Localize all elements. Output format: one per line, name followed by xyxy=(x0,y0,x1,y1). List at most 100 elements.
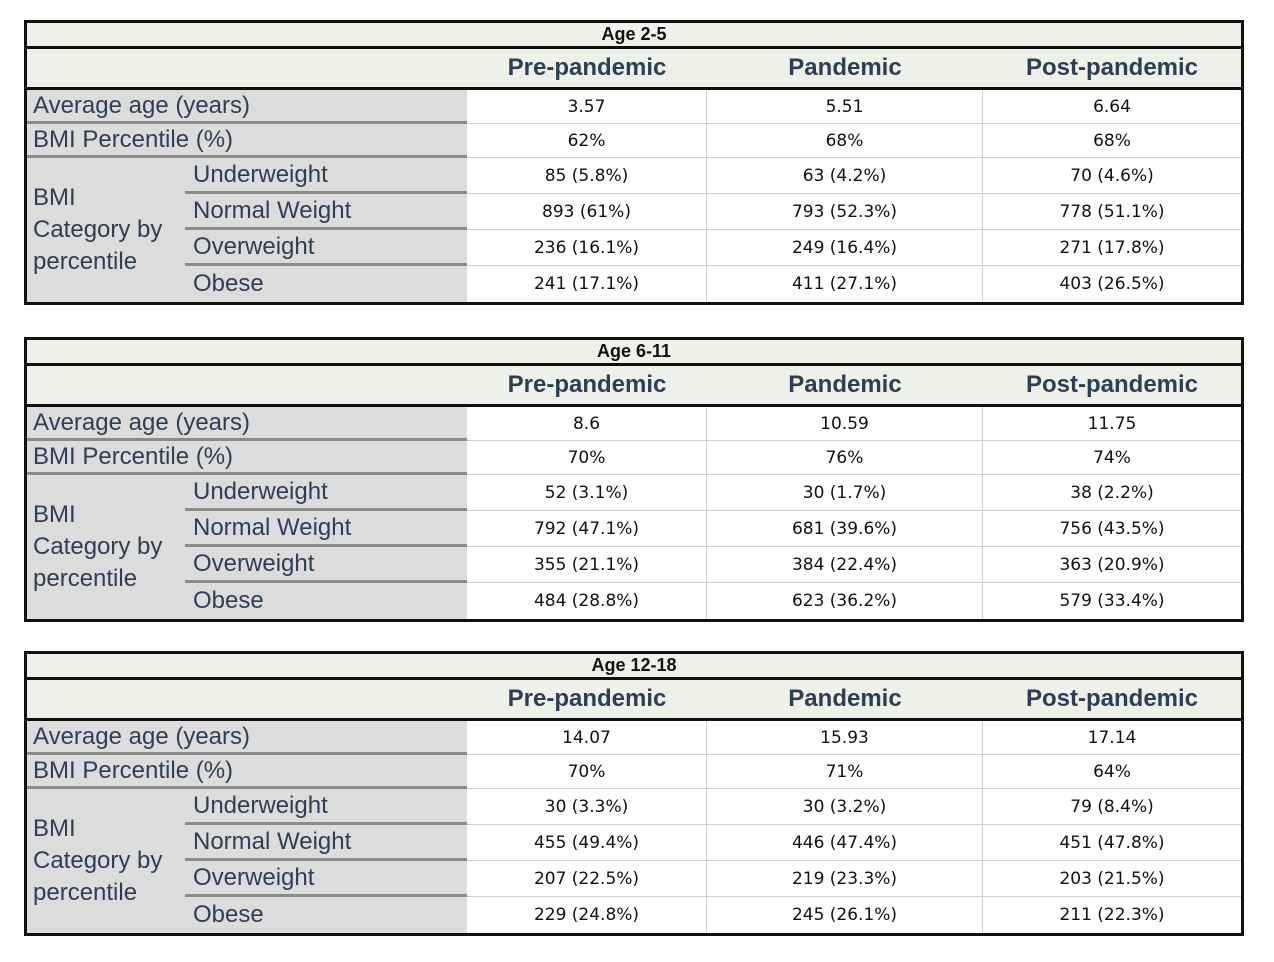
column-header-pre-pandemic: Pre-pandemic xyxy=(507,685,667,712)
bmi-category-rows: Underweight 52 (3.1%) 30 (1.7%) 38 (2.2%… xyxy=(185,475,1241,619)
bmi-category-label-line: BMI xyxy=(33,184,76,211)
bmi-category-label-line: percentile xyxy=(33,565,138,592)
cell: 778 (51.1%) xyxy=(983,194,1241,230)
row-label-overweight: Overweight xyxy=(185,547,467,583)
bmi-category-label-line: Category by xyxy=(33,533,163,560)
row-overweight: Overweight 355 (21.1%) 384 (22.4%) 363 (… xyxy=(185,547,1241,583)
row-label-average-age: Average age (years) xyxy=(27,721,467,755)
cell: 355 (21.1%) xyxy=(467,547,707,583)
cell: 76% xyxy=(707,441,983,475)
row-average-age: Average age (years) 8.6 10.59 11.75 xyxy=(27,407,1241,441)
cell: 384 (22.4%) xyxy=(707,547,983,583)
row-label-overweight: Overweight xyxy=(185,230,467,266)
cell: 68% xyxy=(707,124,983,158)
cell: 14.07 xyxy=(467,721,707,755)
bmi-category-block: BMI Category by percentile Underweight 3… xyxy=(27,789,1241,933)
cell: 623 (36.2%) xyxy=(707,583,983,619)
cell: 70% xyxy=(467,441,707,475)
column-header-pre-pandemic: Pre-pandemic xyxy=(507,54,667,81)
bmi-category-rows: Underweight 30 (3.3%) 30 (3.2%) 79 (8.4%… xyxy=(185,789,1241,933)
bmi-category-label-line: Category by xyxy=(33,216,163,243)
row-underweight: Underweight 30 (3.3%) 30 (3.2%) 79 (8.4%… xyxy=(185,789,1241,825)
row-label-normal-weight: Normal Weight xyxy=(185,825,467,861)
column-header-pandemic: Pandemic xyxy=(788,54,902,81)
bmi-category-label-line: percentile xyxy=(33,248,138,275)
row-label-obese: Obese xyxy=(185,266,467,302)
row-label-underweight: Underweight xyxy=(185,475,467,511)
row-obese: Obese 229 (24.8%) 245 (26.1%) 211 (22.3%… xyxy=(185,897,1241,933)
cell: 70% xyxy=(467,755,707,789)
cell: 38 (2.2%) xyxy=(983,475,1241,511)
row-overweight: Overweight 236 (16.1%) 249 (16.4%) 271 (… xyxy=(185,230,1241,266)
row-obese: Obese 484 (28.8%) 623 (36.2%) 579 (33.4%… xyxy=(185,583,1241,619)
table-age-6-11: Age 6-11 Pre-pandemic Pandemic Post-pand… xyxy=(24,337,1244,622)
cell: 68% xyxy=(983,124,1241,158)
table-title: Age 6-11 xyxy=(27,340,1241,366)
row-label-overweight: Overweight xyxy=(185,861,467,897)
column-header-row: Pre-pandemic Pandemic Post-pandemic xyxy=(27,49,1241,90)
cell: 63 (4.2%) xyxy=(707,158,983,194)
table-age-12-18: Age 12-18 Pre-pandemic Pandemic Post-pan… xyxy=(24,651,1244,936)
header-blank xyxy=(27,49,467,87)
cell: 893 (61%) xyxy=(467,194,707,230)
cell: 71% xyxy=(707,755,983,789)
row-bmi-percentile: BMI Percentile (%) 70% 76% 74% xyxy=(27,441,1241,475)
bmi-category-rows: Underweight 85 (5.8%) 63 (4.2%) 70 (4.6%… xyxy=(185,158,1241,302)
row-underweight: Underweight 85 (5.8%) 63 (4.2%) 70 (4.6%… xyxy=(185,158,1241,194)
cell: 79 (8.4%) xyxy=(983,789,1241,825)
cell: 455 (49.4%) xyxy=(467,825,707,861)
cell: 411 (27.1%) xyxy=(707,266,983,302)
cell: 207 (22.5%) xyxy=(467,861,707,897)
cell: 681 (39.6%) xyxy=(707,511,983,547)
cell: 236 (16.1%) xyxy=(467,230,707,266)
column-header-row: Pre-pandemic Pandemic Post-pandemic xyxy=(27,366,1241,407)
row-bmi-percentile: BMI Percentile (%) 62% 68% 68% xyxy=(27,124,1241,158)
column-header-post-pandemic: Post-pandemic xyxy=(1025,54,1199,81)
bmi-category-label-line: BMI xyxy=(33,501,76,528)
row-normal-weight: Normal Weight 792 (47.1%) 681 (39.6%) 75… xyxy=(185,511,1241,547)
cell: 363 (20.9%) xyxy=(983,547,1241,583)
row-average-age: Average age (years) 3.57 5.51 6.64 xyxy=(27,90,1241,124)
bmi-category-label-line: BMI xyxy=(33,815,76,842)
cell: 30 (3.2%) xyxy=(707,789,983,825)
cell: 10.59 xyxy=(707,407,983,441)
row-normal-weight: Normal Weight 455 (49.4%) 446 (47.4%) 45… xyxy=(185,825,1241,861)
row-label-bmi-category: BMI Category by percentile xyxy=(27,475,185,619)
cell: 484 (28.8%) xyxy=(467,583,707,619)
row-label-normal-weight: Normal Weight xyxy=(185,194,467,230)
cell: 3.57 xyxy=(467,90,707,124)
cell: 249 (16.4%) xyxy=(707,230,983,266)
row-label-bmi-percentile: BMI Percentile (%) xyxy=(27,755,467,789)
cell: 30 (3.3%) xyxy=(467,789,707,825)
row-normal-weight: Normal Weight 893 (61%) 793 (52.3%) 778 … xyxy=(185,194,1241,230)
cell: 229 (24.8%) xyxy=(467,897,707,933)
row-underweight: Underweight 52 (3.1%) 30 (1.7%) 38 (2.2%… xyxy=(185,475,1241,511)
bmi-category-label-line: percentile xyxy=(33,879,138,906)
column-header-pre-pandemic: Pre-pandemic xyxy=(507,371,667,398)
row-label-bmi-category: BMI Category by percentile xyxy=(27,158,185,302)
cell: 8.6 xyxy=(467,407,707,441)
cell: 271 (17.8%) xyxy=(983,230,1241,266)
cell: 11.75 xyxy=(983,407,1241,441)
cell: 30 (1.7%) xyxy=(707,475,983,511)
cell: 793 (52.3%) xyxy=(707,194,983,230)
cell: 756 (43.5%) xyxy=(983,511,1241,547)
cell: 241 (17.1%) xyxy=(467,266,707,302)
cell: 451 (47.8%) xyxy=(983,825,1241,861)
cell: 64% xyxy=(983,755,1241,789)
row-label-bmi-percentile: BMI Percentile (%) xyxy=(27,441,467,475)
row-label-bmi-percentile: BMI Percentile (%) xyxy=(27,124,467,158)
cell: 62% xyxy=(467,124,707,158)
column-header-pandemic: Pandemic xyxy=(788,685,902,712)
header-blank xyxy=(27,366,467,404)
row-bmi-percentile: BMI Percentile (%) 70% 71% 64% xyxy=(27,755,1241,789)
row-obese: Obese 241 (17.1%) 411 (27.1%) 403 (26.5%… xyxy=(185,266,1241,302)
row-label-average-age: Average age (years) xyxy=(27,90,467,124)
row-average-age: Average age (years) 14.07 15.93 17.14 xyxy=(27,721,1241,755)
table-title: Age 12-18 xyxy=(27,654,1241,680)
column-header-row: Pre-pandemic Pandemic Post-pandemic xyxy=(27,680,1241,721)
row-label-underweight: Underweight xyxy=(185,789,467,825)
cell: 74% xyxy=(983,441,1241,475)
table-title: Age 2-5 xyxy=(27,23,1241,49)
column-header-post-pandemic: Post-pandemic xyxy=(1025,371,1199,398)
